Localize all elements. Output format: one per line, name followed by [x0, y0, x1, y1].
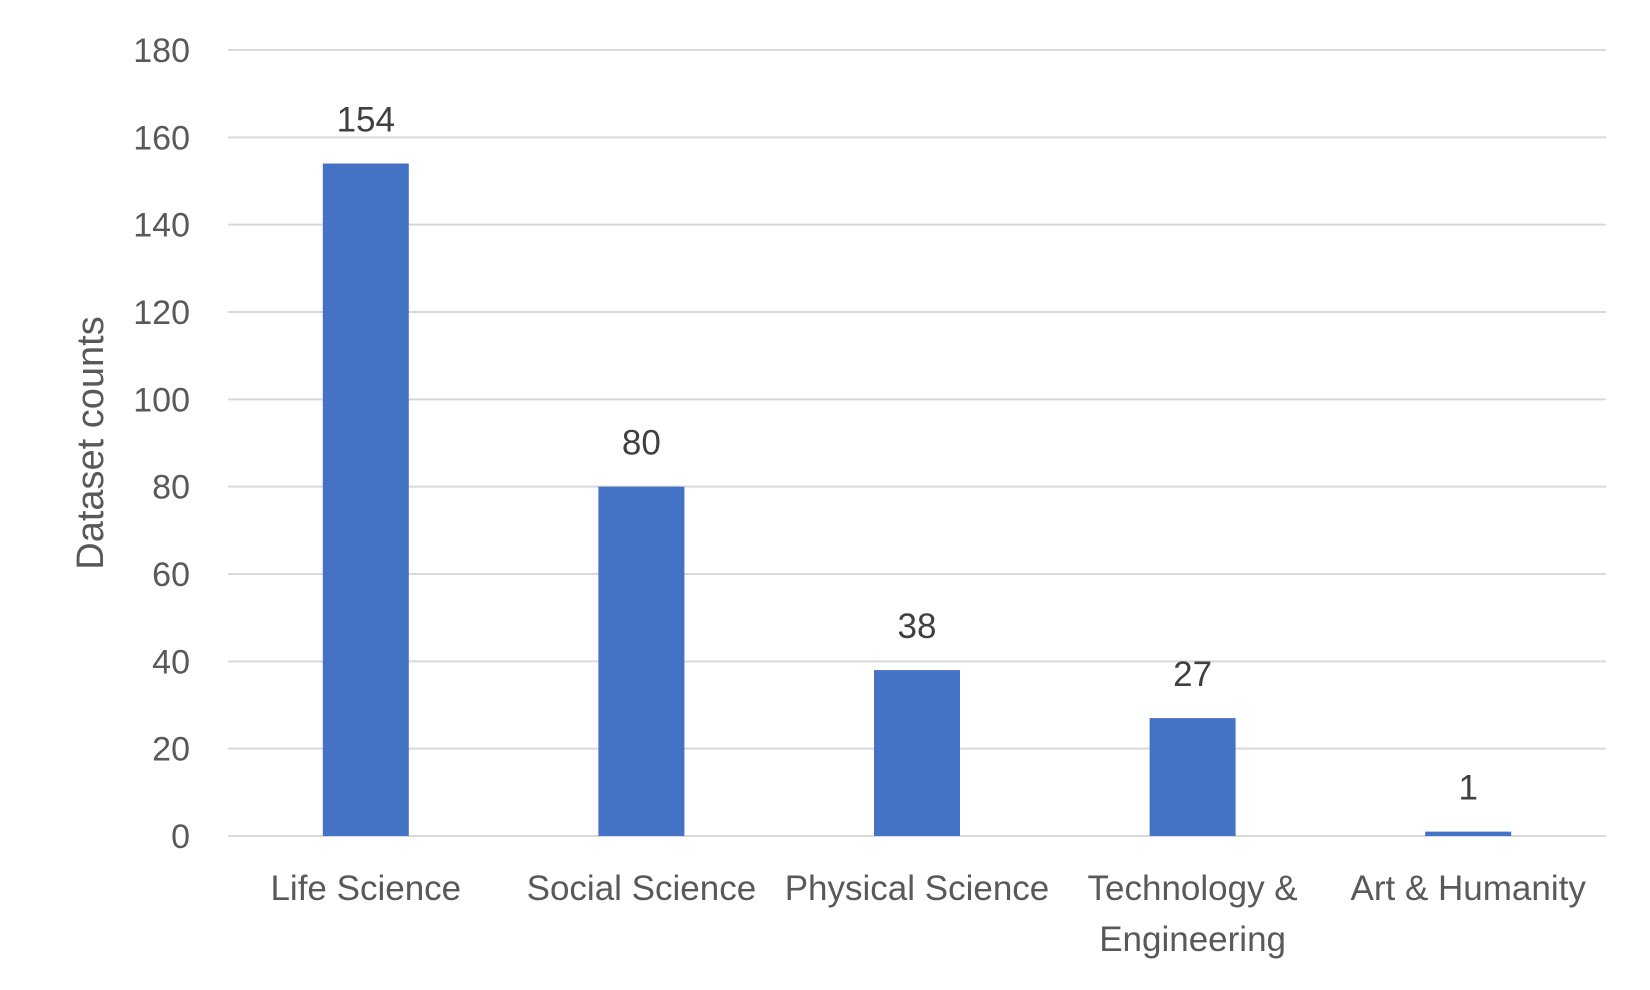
bar — [874, 670, 960, 836]
x-category-label: Life Science — [270, 869, 461, 908]
bar — [322, 163, 409, 837]
gridlines — [228, 49, 1606, 837]
bar — [598, 486, 685, 836]
y-tick-label: 80 — [152, 469, 190, 507]
bar-value-label: 80 — [622, 424, 661, 463]
x-category-label: Engineering — [1099, 920, 1286, 959]
y-tick-label: 120 — [133, 294, 190, 332]
y-tick-label: 40 — [152, 643, 190, 681]
x-category-label: Art & Humanity — [1351, 869, 1587, 908]
y-tick-label: 180 — [133, 32, 190, 70]
data-labels: 154 80 38 27 1 — [337, 101, 1478, 808]
y-tick-label: 100 — [133, 381, 190, 419]
bar-value-label: 1 — [1458, 769, 1477, 808]
y-tick-label: 60 — [152, 556, 190, 594]
y-tick-label: 20 — [152, 731, 190, 769]
y-tick-label: 140 — [133, 207, 190, 245]
bar-value-label: 154 — [337, 101, 395, 140]
y-tick-label: 0 — [171, 818, 190, 856]
x-category-label: Physical Science — [785, 869, 1050, 908]
x-axis-categories: Life Science Social Science Physical Scien… — [270, 869, 1586, 959]
bar — [1425, 831, 1512, 836]
y-axis-title: Dataset counts — [70, 316, 112, 569]
x-category-label: Social Science — [527, 869, 757, 908]
x-category-label: Technology & — [1088, 869, 1298, 908]
bar-value-label: 38 — [898, 607, 937, 646]
bar — [1149, 718, 1236, 836]
y-axis-ticks: 0 20 40 60 80 100 120 140 160 180 — [133, 32, 190, 856]
bar-value-label: 27 — [1173, 655, 1212, 694]
bars — [322, 163, 1512, 837]
y-tick-label: 160 — [133, 119, 190, 157]
